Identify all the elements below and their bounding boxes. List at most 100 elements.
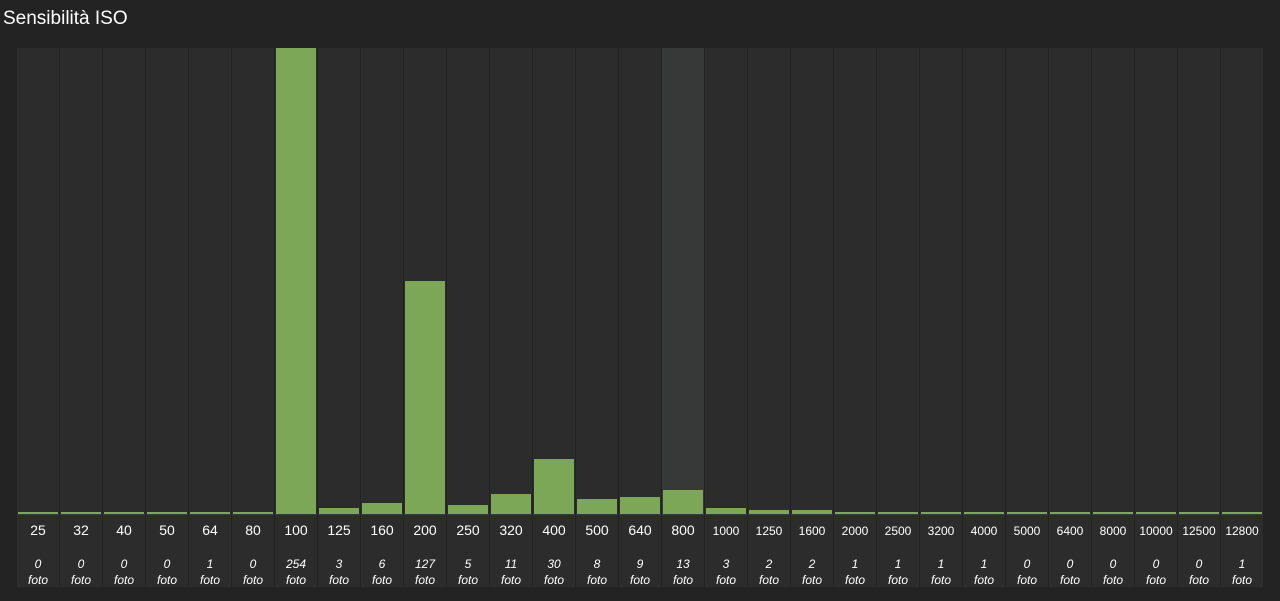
- photo-unit-label: foto: [930, 573, 951, 587]
- column-plot-area: [103, 48, 145, 514]
- iso-tick-label: 800: [671, 522, 695, 538]
- iso-tick-label: 8000: [1099, 524, 1127, 538]
- iso-tick-label: 12800: [1225, 524, 1259, 538]
- histogram-column[interactable]: 125 3 foto: [318, 48, 360, 587]
- photo-count-label: 0: [163, 557, 171, 571]
- iso-tick-label: 2500: [884, 524, 912, 538]
- histogram-column[interactable]: 200 127 foto: [404, 48, 446, 587]
- baseline: [1221, 514, 1263, 515]
- histogram-column[interactable]: 3200 1 foto: [920, 48, 962, 587]
- histogram-column[interactable]: 1250 2 foto: [748, 48, 790, 587]
- photo-unit-label: foto: [414, 573, 435, 587]
- histogram-column[interactable]: 6400 0 foto: [1049, 48, 1091, 587]
- iso-bar: [405, 281, 445, 514]
- baseline: [490, 514, 532, 515]
- photo-count-label: 0: [1023, 557, 1031, 571]
- histogram-column[interactable]: 250 5 foto: [447, 48, 489, 587]
- histogram-column[interactable]: 12500 0 foto: [1178, 48, 1220, 587]
- photo-count-label: 1: [1238, 557, 1246, 571]
- histogram-column[interactable]: 50 0 foto: [146, 48, 188, 587]
- iso-tick-label: 6400: [1056, 524, 1084, 538]
- baseline: [189, 514, 231, 515]
- histogram-column[interactable]: 100 254 foto: [275, 48, 317, 587]
- photo-count-label: 3: [722, 557, 730, 571]
- histogram-column[interactable]: 32 0 foto: [60, 48, 102, 587]
- photo-count-label: 5: [464, 557, 472, 571]
- baseline: [834, 514, 876, 515]
- photo-unit-label: foto: [629, 573, 650, 587]
- histogram-column[interactable]: 5000 0 foto: [1006, 48, 1048, 587]
- photo-unit-label: foto: [285, 573, 306, 587]
- iso-tick-label: 640: [628, 522, 652, 538]
- photo-count-label: 11: [504, 557, 518, 571]
- chart-title: Sensibilità ISO: [3, 8, 128, 29]
- iso-tick-label: 100: [284, 522, 308, 538]
- histogram-column[interactable]: 64 1 foto: [189, 48, 231, 587]
- baseline: [103, 514, 145, 515]
- histogram-column[interactable]: 400 30 foto: [533, 48, 575, 587]
- photo-count-label: 1: [980, 557, 988, 571]
- iso-tick-label: 200: [413, 522, 437, 538]
- photo-count-label: 1: [206, 557, 214, 571]
- histogram-column[interactable]: 25 0 foto: [17, 48, 59, 587]
- histogram-column[interactable]: 1000 3 foto: [705, 48, 747, 587]
- histogram-column[interactable]: 2000 1 foto: [834, 48, 876, 587]
- photo-count-label: 13: [676, 557, 690, 571]
- baseline: [1178, 514, 1220, 515]
- column-plot-area: [1135, 48, 1177, 514]
- iso-tick-label: 12500: [1182, 524, 1216, 538]
- iso-bar: [491, 494, 531, 514]
- column-plot-area: [619, 48, 661, 514]
- column-plot-area: [1092, 48, 1134, 514]
- histogram-column[interactable]: 80 0 foto: [232, 48, 274, 587]
- histogram-column[interactable]: 2500 1 foto: [877, 48, 919, 587]
- photo-unit-label: foto: [457, 573, 478, 587]
- histogram-column[interactable]: 1600 2 foto: [791, 48, 833, 587]
- baseline: [963, 514, 1005, 515]
- baseline: [146, 514, 188, 515]
- column-plot-area: [1221, 48, 1263, 514]
- iso-bar: [878, 512, 918, 514]
- iso-bar: [147, 512, 187, 514]
- histogram-column[interactable]: 4000 1 foto: [963, 48, 1005, 587]
- photo-unit-label: foto: [70, 573, 91, 587]
- histogram-column[interactable]: 40 0 foto: [103, 48, 145, 587]
- column-plot-area: [920, 48, 962, 514]
- photo-count-label: 0: [1109, 557, 1117, 571]
- iso-tick-label: 1000: [712, 524, 740, 538]
- column-plot-area: [1178, 48, 1220, 514]
- photo-count-label: 0: [1152, 557, 1160, 571]
- histogram-column[interactable]: 320 11 foto: [490, 48, 532, 587]
- photo-count-label: 3: [335, 557, 343, 571]
- iso-bar: [577, 499, 617, 514]
- histogram-column[interactable]: 500 8 foto: [576, 48, 618, 587]
- baseline: [1092, 514, 1134, 515]
- baseline: [920, 514, 962, 515]
- baseline: [533, 514, 575, 515]
- histogram-column[interactable]: 800 13 foto: [662, 48, 704, 587]
- photo-count-label: 254: [285, 557, 307, 571]
- iso-bar: [233, 512, 273, 514]
- histogram-column[interactable]: 8000 0 foto: [1092, 48, 1134, 587]
- iso-bar: [1179, 512, 1219, 514]
- baseline: [60, 514, 102, 515]
- iso-bar: [706, 508, 746, 514]
- iso-bar: [18, 512, 58, 514]
- iso-bar: [1136, 512, 1176, 514]
- baseline: [404, 514, 446, 515]
- histogram-column[interactable]: 12800 1 foto: [1221, 48, 1263, 587]
- histogram-column[interactable]: 640 9 foto: [619, 48, 661, 587]
- iso-bar: [104, 512, 144, 514]
- histogram-column[interactable]: 10000 0 foto: [1135, 48, 1177, 587]
- histogram-column[interactable]: 160 6 foto: [361, 48, 403, 587]
- photo-unit-label: foto: [1102, 573, 1123, 587]
- column-plot-area: [705, 48, 747, 514]
- iso-tick-label: 250: [456, 522, 480, 538]
- photo-count-label: 0: [1195, 557, 1203, 571]
- photo-count-label: 0: [77, 557, 85, 571]
- baseline: [318, 514, 360, 515]
- iso-bar: [362, 503, 402, 514]
- iso-bar: [620, 497, 660, 514]
- iso-tick-label: 80: [245, 522, 261, 538]
- iso-bar: [1007, 512, 1047, 514]
